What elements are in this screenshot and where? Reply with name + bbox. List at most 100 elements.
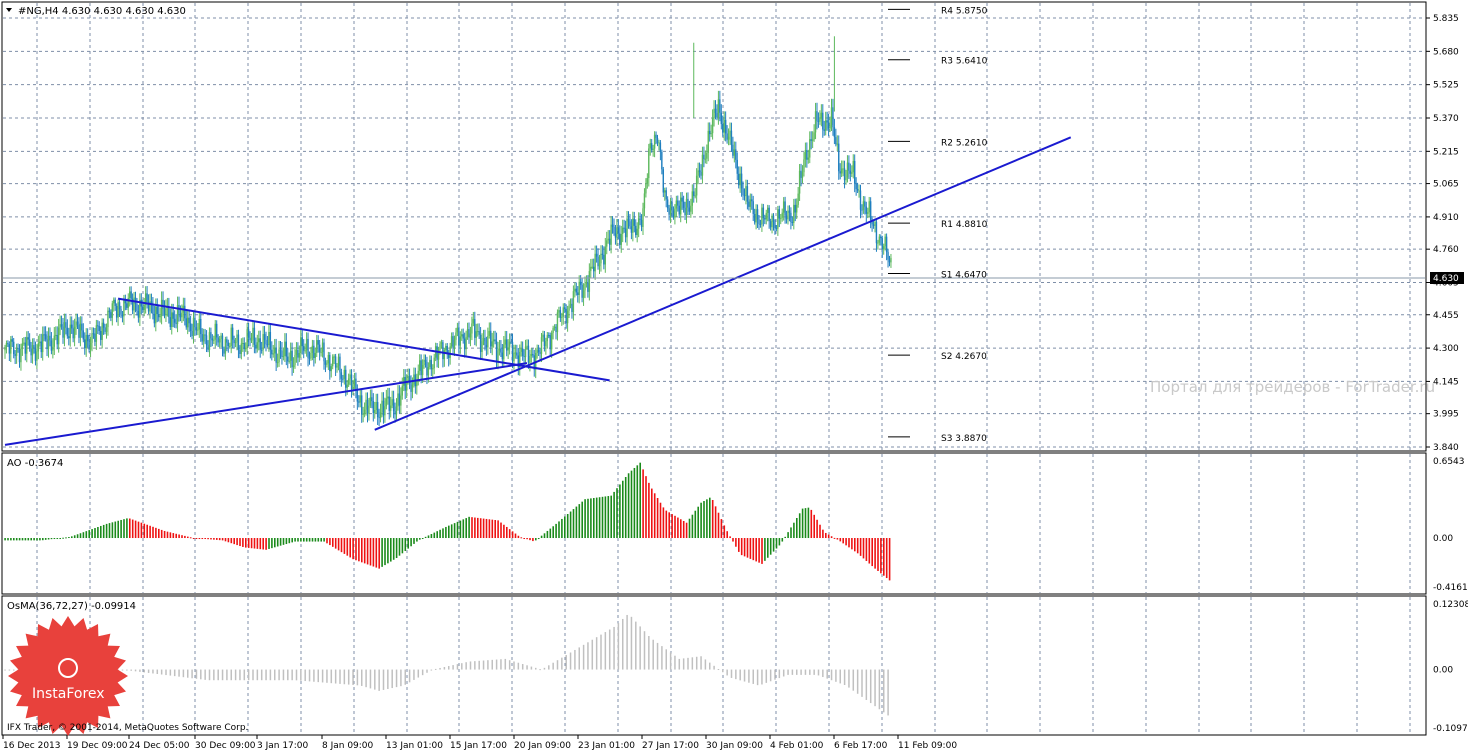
candle-body — [36, 351, 38, 361]
ao-bar — [593, 497, 595, 539]
ao-bar — [178, 534, 180, 539]
ao-panel[interactable] — [1, 452, 1427, 595]
candle-body — [375, 402, 377, 411]
osma-bar — [604, 632, 607, 670]
candle-body — [537, 349, 540, 353]
ao-bar — [456, 521, 459, 539]
ao-bar — [276, 538, 279, 547]
candle-body — [658, 142, 660, 144]
trendline[interactable] — [4, 362, 528, 446]
candle-body — [817, 120, 820, 122]
candle-body — [604, 246, 606, 265]
candle-body — [555, 326, 557, 333]
ao-bar — [236, 538, 238, 546]
osma-bar — [317, 669, 319, 683]
candle-body — [798, 170, 801, 194]
ao-bar — [868, 538, 871, 564]
price-tick-label: 4.760 — [1433, 245, 1459, 255]
osma-bar — [700, 656, 702, 670]
candle-body — [594, 253, 596, 272]
osma-bar — [639, 626, 641, 670]
ao-bar — [62, 537, 64, 539]
ao-bar — [822, 529, 824, 539]
osma-bar — [221, 669, 224, 681]
candle-body — [814, 111, 817, 133]
osma-bar — [365, 669, 367, 688]
osma-bar — [239, 669, 241, 681]
ao-bar — [337, 538, 340, 551]
candle-body — [693, 191, 695, 196]
candle-body — [639, 218, 641, 220]
candle-body — [295, 349, 298, 355]
logo-text: InstaForex — [32, 686, 105, 702]
ao-bar — [221, 538, 224, 541]
candle-body — [848, 162, 850, 171]
main-price-panel[interactable] — [1, 1, 1427, 452]
time-tick-label: 13 Jan 01:00 — [386, 741, 443, 751]
trendline[interactable] — [117, 297, 610, 382]
candle-body — [313, 345, 315, 359]
osma-bar — [308, 669, 311, 682]
candle-body — [463, 338, 466, 350]
osma-bar — [139, 669, 141, 672]
osma-bar — [852, 669, 855, 691]
candle-body — [556, 312, 559, 333]
candle-body — [461, 334, 463, 337]
osma-bar — [813, 669, 815, 675]
ao-bar — [601, 496, 604, 539]
osma-bar — [661, 646, 663, 670]
osma-bar — [439, 667, 441, 670]
candle-body — [504, 339, 506, 345]
ao-bar — [262, 538, 264, 550]
ao-bar — [532, 538, 534, 542]
ao-bar — [474, 517, 476, 539]
ao-bar — [184, 535, 186, 539]
ao-bar — [91, 529, 93, 539]
ao-bar — [140, 522, 143, 539]
candle-body — [571, 303, 573, 313]
ao-bar — [738, 538, 740, 552]
osma-bar — [156, 669, 159, 674]
candle-body — [510, 341, 512, 343]
osma-bar — [282, 669, 285, 681]
ao-bar — [323, 538, 325, 542]
ao-bar — [462, 519, 465, 539]
ao-bar — [218, 538, 221, 541]
candle-body — [439, 343, 441, 350]
candle-body — [842, 168, 844, 170]
ao-bar — [160, 529, 163, 539]
ao-bar — [677, 517, 679, 539]
ao-bar — [508, 529, 511, 539]
trendline[interactable] — [374, 136, 1072, 431]
osma-bar — [874, 669, 876, 707]
candle-body — [456, 327, 459, 333]
osma-bar — [561, 657, 563, 670]
candle-body — [318, 344, 321, 353]
osma-bar — [704, 659, 707, 670]
ao-bar — [459, 520, 462, 539]
osma-bar — [169, 669, 172, 676]
candle-body — [745, 186, 747, 197]
ao-bar — [300, 538, 302, 542]
candle-body — [144, 293, 147, 305]
candle-body — [326, 363, 328, 365]
ao-bar — [503, 524, 505, 539]
osma-bar — [204, 669, 206, 680]
price-tick-label: 4.300 — [1433, 344, 1459, 354]
ao-bar — [108, 523, 111, 539]
ao-bar — [688, 518, 691, 539]
osma-bar — [404, 669, 406, 685]
ao-bar — [706, 499, 708, 539]
ao-bar — [123, 519, 125, 539]
ao-bar — [448, 525, 450, 539]
ao-bar — [888, 538, 891, 581]
dropdown-arrow-icon[interactable] — [6, 8, 12, 12]
candle-body — [610, 224, 612, 245]
candle-body — [608, 238, 611, 245]
ao-bar — [303, 538, 305, 542]
trendlines[interactable] — [4, 136, 1072, 446]
osma-panel[interactable] — [1, 595, 1427, 736]
candle-body — [403, 377, 405, 386]
candle-body — [421, 365, 424, 376]
symbol-header[interactable]: #NG,H4 4.630 4.630 4.630 4.630 — [6, 6, 186, 17]
